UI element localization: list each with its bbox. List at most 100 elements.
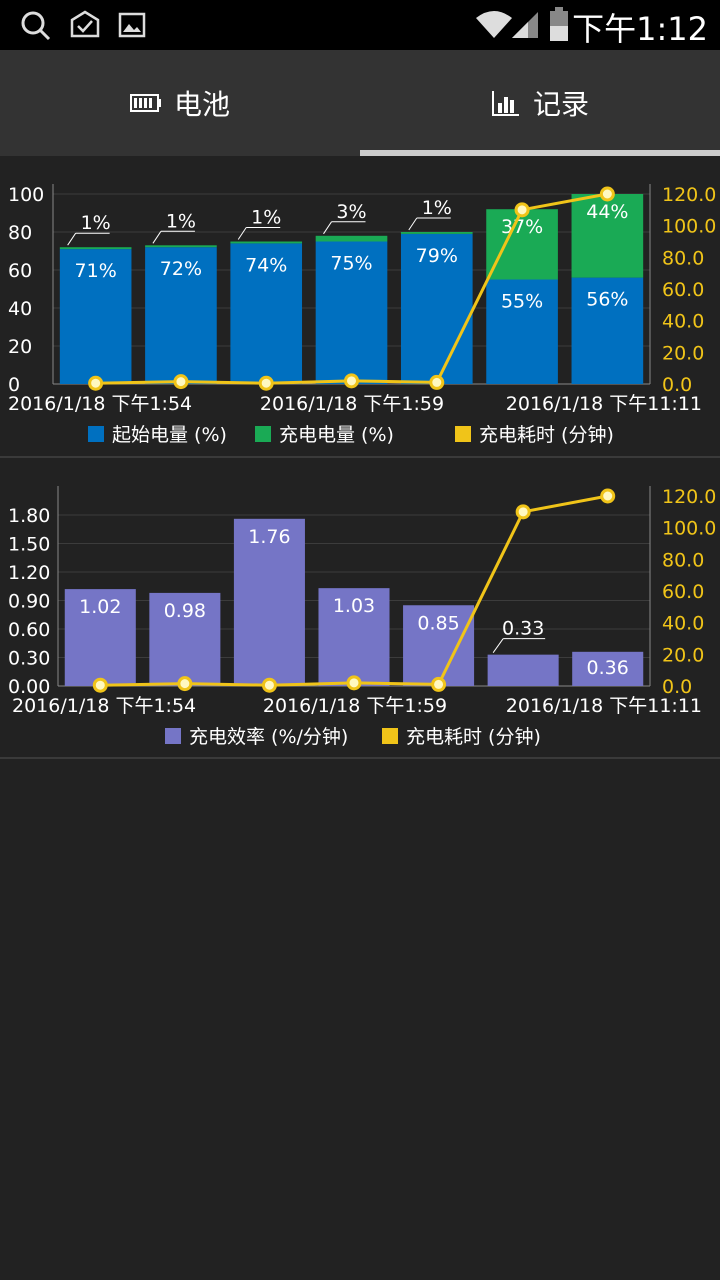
tab-bar: 电池 记录 <box>0 50 720 156</box>
divider <box>0 757 720 759</box>
bar <box>318 588 390 686</box>
legend-swatch <box>88 426 104 442</box>
bar-data-label: 0.85 <box>417 612 459 634</box>
bar-data-label: 1.76 <box>248 526 290 548</box>
bar-data-label: 0.98 <box>164 600 206 622</box>
y-right-tick-label: 40.0 <box>662 613 704 635</box>
y-left-tick-label: 0.00 <box>8 676 50 698</box>
x-tick-label: 2016/1/18 下午11:11 <box>506 695 702 717</box>
y-left-tick-label: 0.90 <box>8 591 50 613</box>
bar <box>59 249 132 384</box>
legend-swatch <box>255 426 271 442</box>
bar-data-label: 0.36 <box>587 657 629 679</box>
bar <box>400 233 473 384</box>
y-right-tick-label: 80.0 <box>662 549 704 571</box>
y-left-tick-label: 0 <box>8 374 20 396</box>
bar <box>230 243 303 384</box>
y-right-tick-label: 40.0 <box>662 311 704 333</box>
bar <box>572 651 644 686</box>
bar-data-label: 3% <box>336 201 366 223</box>
signal-icon <box>510 8 540 44</box>
tab-label: 记录 <box>532 88 589 121</box>
bar <box>400 232 473 234</box>
y-left-tick-label: 40 <box>8 298 32 320</box>
y-left-tick-label: 20 <box>8 336 32 358</box>
bar-chart-icon <box>491 89 521 117</box>
legend-label: 充电耗时 (分钟) <box>406 726 541 748</box>
label-leader-line <box>492 638 504 653</box>
charge-time-point <box>173 374 189 390</box>
bar-data-label: 74% <box>245 254 287 276</box>
bar <box>145 245 217 248</box>
bar <box>64 589 136 686</box>
y-right-tick-label: 20.0 <box>662 342 704 364</box>
bar-data-label: 0.33 <box>502 618 544 640</box>
y-right-tick-label: 100.0 <box>662 518 716 540</box>
y-left-tick-label: 60 <box>8 260 32 282</box>
bar-data-label: 1% <box>166 210 196 232</box>
status-time: 下午1:12 <box>572 10 708 48</box>
tab-battery[interactable]: 电池 <box>0 50 360 156</box>
charge-time-point <box>431 676 447 692</box>
legend-label: 充电耗时 (分钟) <box>479 424 614 446</box>
y-left-tick-label: 0.30 <box>8 648 50 670</box>
label-leader-line <box>67 232 77 246</box>
divider <box>0 456 720 458</box>
bar-data-label: 72% <box>160 258 202 280</box>
y-right-tick-label: 120.0 <box>662 184 716 206</box>
charge-time-point <box>177 676 193 692</box>
y-right-tick-label: 20.0 <box>662 644 704 666</box>
bar <box>315 241 388 384</box>
charge-time-point <box>514 202 530 218</box>
legend-label: 充电效率 (%/分钟) <box>189 726 348 748</box>
y-right-tick-label: 120.0 <box>662 486 716 508</box>
y-right-tick-label: 0.0 <box>662 374 692 396</box>
charge-level-chart-svg: 0 20 40 60 80 100 0.0 20.0 40.0 60.0 80.0 100.0 120.… <box>8 184 716 446</box>
bar-data-label: 56% <box>586 289 628 311</box>
y-left-tick-label: 80 <box>8 222 32 244</box>
wifi-icon <box>474 8 514 44</box>
bar-data-label: 1% <box>81 212 111 234</box>
battery-icon <box>129 93 162 113</box>
bar-data-label: 71% <box>75 260 117 282</box>
bar <box>486 209 558 280</box>
mail-check-icon <box>68 8 102 46</box>
battery-icon <box>548 6 570 46</box>
charge-time-point <box>599 186 615 202</box>
bar-data-label: 1.02 <box>79 596 121 618</box>
label-leader-line <box>237 227 247 240</box>
legend-swatch <box>455 426 471 442</box>
label-leader-line <box>152 231 162 244</box>
legend-swatch <box>165 728 181 744</box>
tab-records[interactable]: 记录 <box>360 50 720 156</box>
bar-data-label: 1% <box>251 207 281 229</box>
bar-data-label: 75% <box>330 253 372 275</box>
x-tick-label: 2016/1/18 下午1:54 <box>12 695 196 717</box>
charge-time-point <box>429 374 445 390</box>
y-left-tick-label: 1.50 <box>8 534 50 556</box>
bar-data-label: 44% <box>586 201 628 223</box>
tab-indicator <box>360 150 720 156</box>
label-leader-line <box>408 217 418 231</box>
bar <box>149 592 221 686</box>
legend-label: 起始电量 (%) <box>112 424 227 446</box>
image-icon <box>118 12 146 42</box>
bar-data-label: 1.03 <box>333 595 375 617</box>
charge-efficiency-chart-svg: 0.00 0.30 0.60 0.90 1.20 1.50 1.80 0.0 20.0 40.0 6… <box>8 486 716 748</box>
charge-time-point <box>515 504 531 520</box>
charge-time-point <box>346 675 362 691</box>
y-left-tick-label: 1.80 <box>8 505 50 527</box>
bar <box>403 605 475 686</box>
bar <box>487 654 559 686</box>
bar <box>233 518 305 686</box>
x-tick-label: 2016/1/18 下午1:54 <box>8 393 192 415</box>
bar-data-label: 79% <box>416 245 458 267</box>
y-left-tick-label: 1.20 <box>8 562 50 584</box>
charge-efficiency-chart: 0.00 0.30 0.60 0.90 1.20 1.50 1.80 0.0 20.0 40.0 6… <box>0 458 720 758</box>
bar-data-label: 37% <box>501 216 543 238</box>
charge-time-point <box>88 375 104 391</box>
legend-label: 充电电量 (%) <box>279 424 394 446</box>
x-tick-label: 2016/1/18 下午1:59 <box>263 695 447 717</box>
charge-time-point <box>261 677 277 693</box>
bar <box>230 241 303 244</box>
